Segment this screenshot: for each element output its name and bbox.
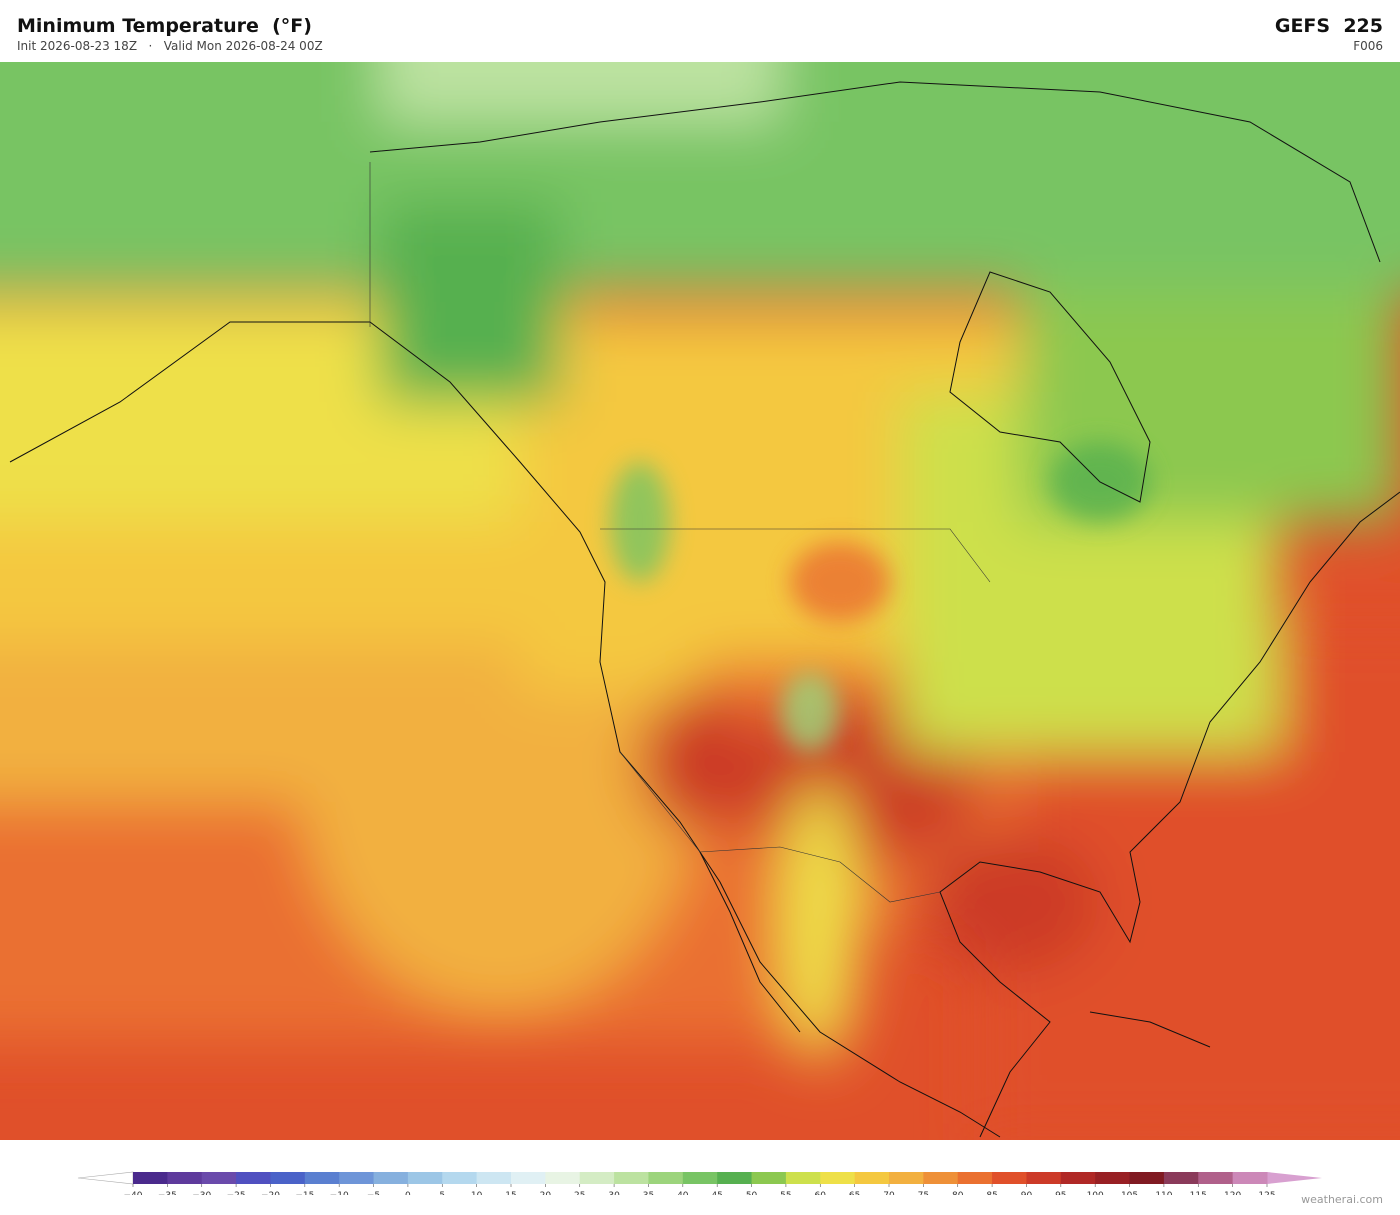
colorbar-tick-label: 65 xyxy=(849,1191,860,1195)
colorbar-swatch xyxy=(992,1172,1027,1184)
credit: weatherai.com xyxy=(1301,1193,1383,1206)
colorbar-tick-label: −25 xyxy=(227,1191,246,1195)
valid-time: Valid Mon 2026-08-24 00Z xyxy=(163,39,323,53)
colorbar-swatch xyxy=(614,1172,649,1184)
colorbar-tick-label: 100 xyxy=(1087,1191,1104,1195)
colorbar-tick-label: 75 xyxy=(918,1191,929,1195)
colorbar-tick-label: 85 xyxy=(986,1191,997,1195)
colorbar-tick-label: −5 xyxy=(367,1191,380,1195)
colorbar-over xyxy=(1267,1172,1322,1184)
header: Minimum Temperature (°F) Init 2026-08-23… xyxy=(0,0,1400,62)
colorbar-swatch xyxy=(545,1172,581,1184)
colorbar-swatch xyxy=(339,1172,375,1184)
colorbar-tick-label: −15 xyxy=(295,1191,314,1195)
colorbar-swatch xyxy=(1026,1172,1062,1184)
colorbar-swatch xyxy=(407,1172,443,1184)
colorbar-tick-label: 0 xyxy=(405,1191,411,1195)
colorbar-tick-label: 90 xyxy=(1021,1191,1033,1195)
colorbar-tick-label: −30 xyxy=(192,1191,211,1195)
colorbar-tick-label: 125 xyxy=(1258,1191,1275,1195)
colorbar-tick-label: 35 xyxy=(643,1191,654,1195)
colorbar-swatch xyxy=(648,1172,684,1184)
colorbar-tick-label: −35 xyxy=(158,1191,177,1195)
colorbar-swatch xyxy=(889,1172,924,1184)
colorbar-swatch xyxy=(442,1172,478,1184)
colorbar-swatch xyxy=(1095,1172,1131,1184)
colorbar-tick-label: 10 xyxy=(471,1191,483,1195)
colorbar-tick-label: 5 xyxy=(439,1191,445,1195)
colorbar-swatch xyxy=(854,1172,890,1184)
colorbar-tick-label: 105 xyxy=(1121,1191,1138,1195)
colorbar-tick-label: 20 xyxy=(540,1191,552,1195)
colorbar-swatch xyxy=(751,1172,787,1184)
temperature-field xyxy=(0,62,1400,1140)
colorbar-tick-label: 40 xyxy=(677,1191,689,1195)
colorbar-swatch xyxy=(236,1172,271,1184)
colorbar-swatch xyxy=(1232,1172,1268,1184)
colorbar-swatch xyxy=(167,1172,203,1184)
colorbar-tick-label: 120 xyxy=(1224,1191,1241,1195)
colorbar-swatch xyxy=(476,1172,512,1184)
model-name: GEFS 225 xyxy=(1274,15,1383,37)
colorbar-swatch xyxy=(373,1172,409,1184)
colorbar-swatch xyxy=(511,1172,546,1184)
colorbar-swatch xyxy=(579,1172,615,1184)
colorbar-swatch xyxy=(957,1172,993,1184)
colorbar-swatch xyxy=(270,1172,306,1184)
colorbar-tick-label: 115 xyxy=(1190,1191,1207,1195)
colorbar-tick-label: 70 xyxy=(883,1191,895,1195)
colorbar-tick-label: 55 xyxy=(780,1191,791,1195)
colorbar-tick-label: 30 xyxy=(608,1191,620,1195)
map xyxy=(0,62,1400,1140)
colorbar-swatch xyxy=(1163,1172,1199,1184)
colorbar-tick-label: −10 xyxy=(330,1191,349,1195)
colorbar-swatch xyxy=(820,1172,856,1184)
colorbar-swatch xyxy=(133,1172,168,1184)
colorbar-tick-label: 15 xyxy=(505,1191,516,1195)
separator: · xyxy=(148,39,153,53)
init-time: Init 2026-08-23 18Z xyxy=(17,39,138,53)
colorbar: −40 −35 −30 −25 −20 −15 −10 −5 0 5 10 15 20 25 30 35 40 4… xyxy=(77,1171,1322,1195)
colorbar-under xyxy=(77,1171,134,1185)
map-title: Minimum Temperature (°F) xyxy=(17,15,312,37)
colorbar-tick-label: 95 xyxy=(1055,1191,1066,1195)
colorbar-tick-label: 110 xyxy=(1155,1191,1172,1195)
colorbar-tick-label: 50 xyxy=(746,1191,758,1195)
colorbar-swatch xyxy=(1198,1172,1234,1184)
colorbar-tick-label: −20 xyxy=(261,1191,280,1195)
subtitle: Init 2026-08-23 18Z · Valid Mon 2026-08-… xyxy=(17,39,323,53)
colorbar-tick-label: 45 xyxy=(711,1191,722,1195)
colorbar-tick-label: 80 xyxy=(952,1191,964,1195)
coastlines xyxy=(9,81,1400,1138)
colorbar-tick-label: −40 xyxy=(124,1191,143,1195)
colorbar-tick-label: 60 xyxy=(815,1191,827,1195)
colorbar-swatch xyxy=(785,1172,821,1184)
colorbar-swatch xyxy=(1060,1172,1096,1184)
colorbar-swatch xyxy=(923,1172,959,1184)
borders xyxy=(369,162,991,903)
colorbar-swatch xyxy=(304,1172,340,1184)
colorbar-tick-label: 25 xyxy=(574,1191,585,1195)
forecast-hour: F006 xyxy=(1353,39,1383,53)
colorbar-swatch xyxy=(717,1172,753,1184)
colorbar-swatch xyxy=(201,1172,237,1184)
colorbar-swatch xyxy=(1129,1172,1165,1184)
colorbar-swatch xyxy=(682,1172,718,1184)
